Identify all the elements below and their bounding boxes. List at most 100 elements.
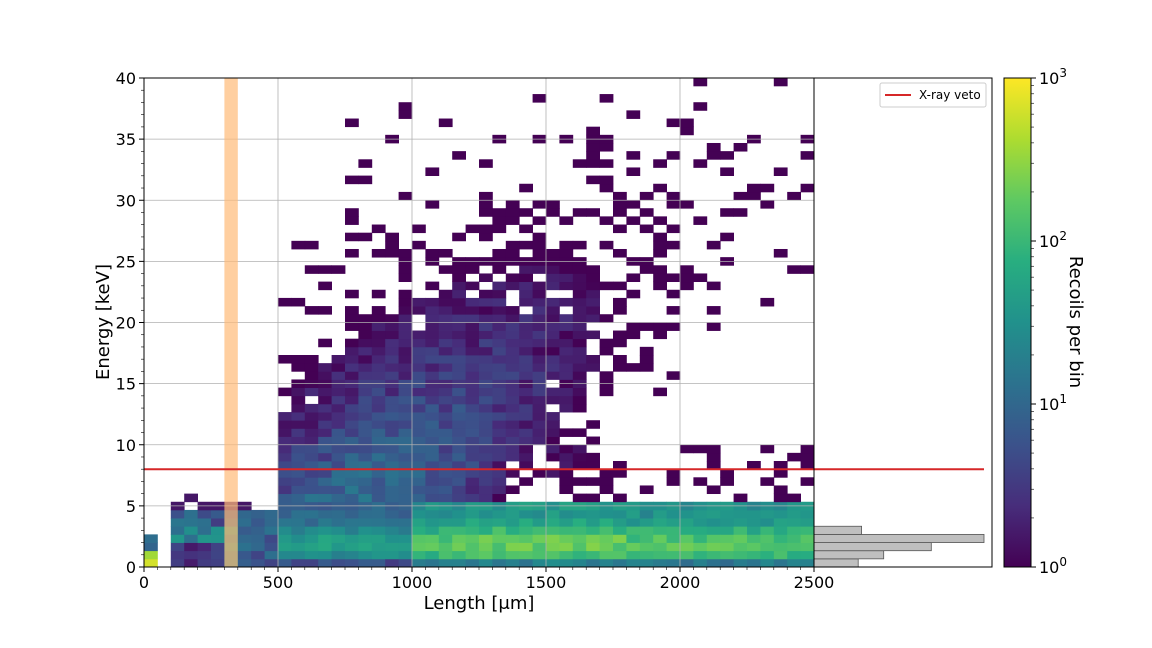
heatmap-cell (452, 493, 466, 503)
heatmap-cell (747, 518, 761, 527)
heatmap-cell (706, 151, 721, 160)
heatmap-cell (318, 420, 332, 429)
heatmap-cell (170, 526, 185, 535)
heatmap-cell (572, 550, 587, 560)
heatmap-cell (492, 428, 507, 437)
heatmap-cell (264, 534, 279, 543)
heatmap-cell (519, 281, 533, 291)
heatmap-cell (412, 493, 426, 503)
heatmap-cell (626, 363, 641, 372)
heatmap-cell (572, 518, 587, 527)
heatmap-cell (720, 534, 734, 543)
heatmap-cell (452, 460, 466, 470)
heatmap-cell (572, 330, 587, 340)
heatmap-cell (773, 518, 788, 527)
heatmap-cell (452, 346, 466, 356)
heatmap-cell (559, 371, 574, 380)
heatmap-cell (492, 460, 507, 470)
heatmap-cell (613, 224, 627, 234)
histogram-bar (813, 542, 932, 552)
heatmap-cell (170, 518, 185, 527)
heatmap-cell (479, 509, 493, 519)
heatmap-cell (425, 322, 440, 331)
heatmap-cell (559, 240, 574, 250)
heatmap-cell (345, 526, 359, 535)
heatmap-cell (747, 191, 761, 201)
heatmap-cell (385, 412, 399, 421)
heatmap-cell (398, 363, 413, 372)
heatmap-cell (479, 371, 493, 380)
heatmap-cell (371, 452, 386, 462)
heatmap-cell (505, 542, 520, 552)
heatmap-cell (586, 175, 600, 185)
heatmap-cell (720, 151, 734, 160)
heatmap-cell (345, 338, 359, 348)
heatmap-cell (452, 444, 466, 454)
heatmap-cell (425, 518, 440, 527)
heatmap-cell (331, 485, 346, 495)
heatmap-cell (613, 550, 627, 560)
heatmap-cell (492, 208, 507, 217)
heatmap-cell (425, 248, 440, 258)
heatmap-cell (773, 550, 788, 560)
heatmap-cell (425, 354, 440, 364)
heatmap-cell (787, 509, 801, 519)
heatmap-cell (465, 354, 480, 364)
heatmap-cell (720, 469, 734, 478)
heatmap-cell (358, 330, 373, 340)
heatmap-cell (318, 412, 332, 421)
heatmap-cell (546, 273, 560, 283)
heatmap-cell (546, 428, 560, 437)
heatmap-cell (278, 526, 292, 535)
heatmap-cell (532, 526, 547, 535)
heatmap-cell (345, 118, 359, 128)
heatmap-cell (505, 322, 520, 331)
heatmap-cell (479, 444, 493, 454)
heatmap-cell (291, 509, 306, 519)
heatmap-cell (345, 371, 359, 380)
heatmap-cell (278, 297, 292, 307)
heatmap-cell (532, 518, 547, 527)
heatmap-cell (371, 403, 386, 413)
heatmap-cell (304, 477, 319, 486)
heatmap-cell (626, 289, 641, 299)
heatmap-cell (532, 338, 547, 348)
heatmap-cell (479, 387, 493, 397)
heatmap-cell (559, 354, 574, 364)
heatmap-cell (492, 444, 507, 454)
heatmap-cell (345, 354, 359, 364)
heatmap-cell (733, 493, 748, 503)
heatmap-cell (197, 542, 212, 552)
heatmap-cell (358, 395, 373, 405)
heatmap-cell (613, 493, 627, 503)
heatmap-cell (519, 240, 533, 250)
heatmap-cell (546, 200, 560, 209)
heatmap-cell (264, 526, 279, 535)
heatmap-cell (586, 297, 600, 307)
heatmap-cell (720, 550, 734, 560)
heatmap-cell (385, 518, 399, 527)
heatmap-cell (425, 469, 440, 478)
heatmap-cell (680, 200, 694, 209)
heatmap-cell (438, 493, 453, 503)
heatmap-cell (479, 518, 493, 527)
heatmap-cell (398, 534, 413, 543)
y-tick-label: 35 (116, 130, 136, 149)
heatmap-cell (787, 558, 801, 567)
heatmap-cell (318, 493, 332, 503)
heatmap-cell (331, 363, 346, 372)
heatmap-cell (398, 558, 413, 567)
heatmap-cell (385, 452, 399, 462)
heatmap-cell (546, 518, 560, 527)
heatmap-cell (385, 550, 399, 560)
heatmap-cell (492, 354, 507, 364)
heatmap-cell (331, 403, 346, 413)
heatmap-cell (492, 558, 507, 567)
heatmap-cell (572, 477, 587, 486)
heatmap-cell (278, 428, 292, 437)
heatmap-cell (425, 395, 440, 405)
heatmap-cell (666, 118, 681, 128)
heatmap-cell (613, 363, 627, 372)
heatmap-cell (613, 191, 627, 201)
heatmap-cell (345, 322, 359, 331)
